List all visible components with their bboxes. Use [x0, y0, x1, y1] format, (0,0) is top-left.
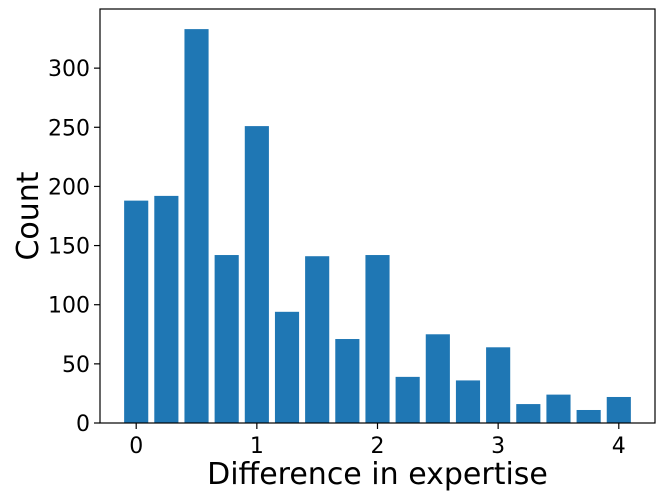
bar: [516, 404, 541, 423]
x-tick-label: 2: [371, 434, 385, 459]
y-tick-label: 100: [48, 294, 90, 319]
x-axis-label: Difference in expertise: [207, 457, 548, 492]
y-tick-label: 200: [48, 175, 90, 200]
bar: [606, 396, 631, 423]
y-tick-label: 50: [62, 353, 90, 378]
x-axis-ticks: 0 1 2 3 4: [129, 423, 626, 459]
bar: [335, 339, 360, 423]
bar: [546, 394, 571, 423]
y-tick-label: 300: [48, 57, 90, 82]
y-axis-label: Count: [11, 171, 46, 260]
bar: [455, 380, 481, 423]
bar: [395, 376, 420, 423]
y-tick-label: 250: [48, 116, 90, 141]
bar: [576, 409, 601, 423]
bar: [154, 195, 179, 423]
y-tick-label: 150: [48, 235, 90, 260]
bar: [274, 311, 300, 423]
bar: [214, 255, 239, 423]
bar: [305, 256, 330, 423]
x-tick-label: 0: [129, 434, 143, 459]
bar: [486, 347, 511, 423]
bar: [365, 255, 390, 423]
bar: [425, 334, 450, 423]
bar: [184, 29, 209, 423]
x-tick-label: 4: [612, 434, 626, 459]
bar: [244, 126, 269, 424]
bars-group: [124, 29, 631, 424]
x-tick-label: 3: [491, 434, 505, 459]
x-tick-label: 1: [250, 434, 264, 459]
y-tick-label: 0: [76, 412, 90, 437]
y-axis-ticks: 0 50 100 150 200 250 300: [48, 57, 100, 437]
bar: [124, 200, 149, 423]
